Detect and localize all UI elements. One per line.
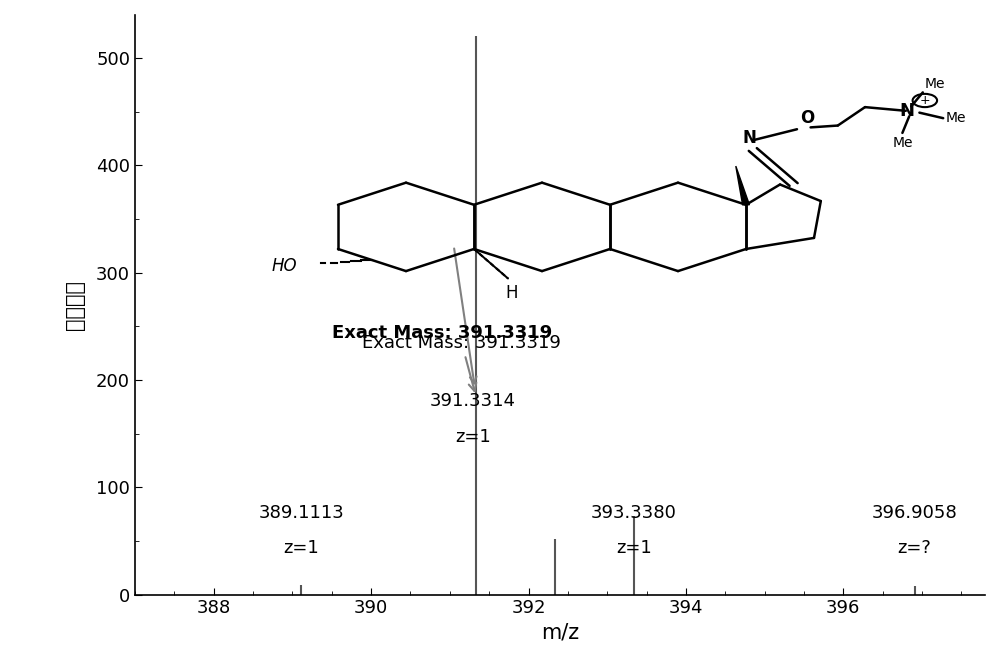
Text: Me: Me — [945, 111, 966, 125]
Text: 393.3380: 393.3380 — [591, 503, 677, 522]
Text: 391.3314: 391.3314 — [430, 392, 516, 410]
Text: 389.1113: 389.1113 — [258, 503, 344, 522]
Text: Exact Mass: 391.3319: Exact Mass: 391.3319 — [332, 324, 552, 342]
Text: +: + — [920, 94, 930, 107]
Text: N: N — [900, 102, 915, 120]
Text: z=1: z=1 — [283, 539, 319, 557]
Text: Me: Me — [892, 136, 913, 150]
Text: z=1: z=1 — [616, 539, 652, 557]
X-axis label: m/z: m/z — [541, 623, 579, 643]
Text: Me: Me — [924, 76, 945, 91]
Text: Exact Mass: 391.3319: Exact Mass: 391.3319 — [362, 334, 561, 391]
Text: 396.9058: 396.9058 — [872, 503, 957, 522]
Text: H: H — [505, 284, 518, 302]
Text: HO: HO — [272, 257, 297, 274]
Y-axis label: 相对丰度: 相对丰度 — [65, 280, 85, 330]
Text: z=1: z=1 — [455, 428, 491, 447]
Text: O: O — [800, 109, 815, 128]
Polygon shape — [736, 166, 749, 205]
Text: z=?: z=? — [898, 539, 932, 557]
Text: N: N — [742, 128, 756, 147]
